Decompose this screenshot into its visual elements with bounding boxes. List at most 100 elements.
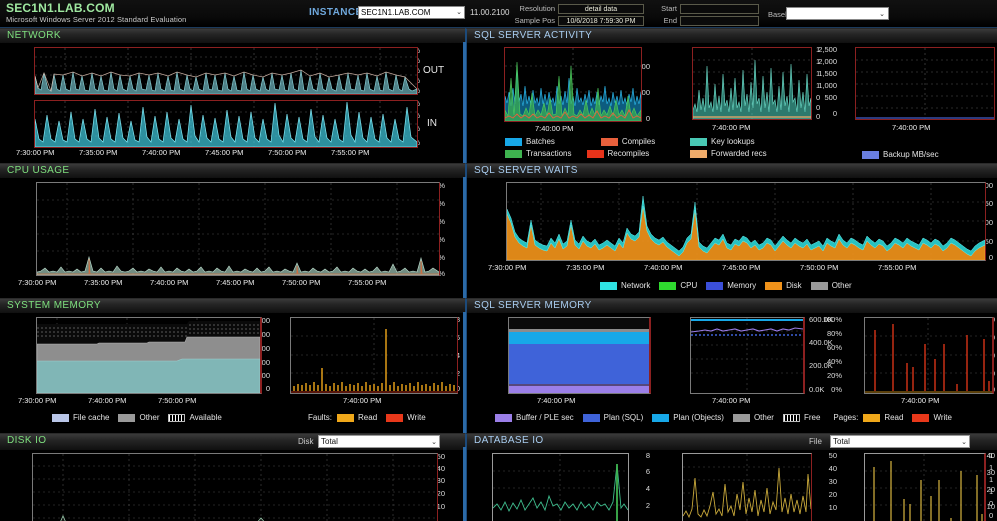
panel-cpu-header: CPU USAGE <box>0 164 465 178</box>
plot-system-memory[interactable] <box>36 317 262 394</box>
panel-sql-activity-body: 200 100 0 7:4 <box>467 43 997 164</box>
range-fields: Start End <box>652 3 759 27</box>
panel-system-memory: SYSTEM MEMORY 2,500 2,000 1,500 1,000 50… <box>0 298 465 434</box>
chart-network-out[interactable]: 0% 0% 0% 0% 0% <box>0 47 444 95</box>
plot-sql-memory-stack[interactable] <box>508 317 651 394</box>
legend-item: Write <box>386 413 426 422</box>
chevron-down-icon: ⌄ <box>431 438 437 446</box>
chart-sql-batches[interactable]: 200 100 0 7:4 <box>475 47 650 133</box>
chart-sql-memory-stack[interactable]: 1,000 800 600 400 200 0 <box>475 316 651 409</box>
plot-disk-io[interactable] <box>32 453 438 521</box>
file-dd-label: File <box>809 437 822 446</box>
legend-swatch-transactions <box>505 149 522 158</box>
panel-system-memory-body: 2,500 2,000 1,500 1,000 500 0 <box>0 313 465 434</box>
plot-database-io-2[interactable] <box>682 453 812 521</box>
app-header: SEC1N1.LAB.COM Microsoft Windows Server … <box>0 0 997 28</box>
baseline-select[interactable]: ⌄ <box>786 7 889 20</box>
legend-item: Transactions <box>505 149 572 158</box>
legend-item: Plan (Objects) <box>652 413 724 422</box>
legend-swatch-file-cache <box>52 413 69 422</box>
legend-item: Memory <box>706 281 756 290</box>
plot-sql-memory-ple[interactable] <box>690 317 805 394</box>
legend-swatch-write <box>912 413 930 422</box>
plot-sql-batches[interactable] <box>504 47 642 122</box>
chart-sql-waits[interactable]: 200 150 100 50 0 <box>488 181 993 272</box>
plot-sql-keylookups[interactable] <box>692 47 812 120</box>
instance-select[interactable]: SEC1N1.LAB.COM ⌄ <box>358 6 465 19</box>
disk-select[interactable]: Total ⌄ <box>318 435 440 448</box>
plot-database-io-1[interactable] <box>492 453 629 521</box>
panel-database-io-header: DATABASE IO File Total ⌄ <box>467 434 997 450</box>
legend-item: Network <box>600 281 650 290</box>
chart-database-io-3[interactable]: 40 30 20 10 <box>845 452 995 521</box>
legend-sql-activity-mid: Key lookups Forwarded recs <box>690 137 776 158</box>
resolution-label: Resolution <box>519 4 555 13</box>
chart-database-io-1[interactable]: 8 6 4 2 <box>475 452 650 521</box>
chart-disk-io[interactable]: 50 40 30 20 10 <box>0 453 445 521</box>
samplepos-value: 10/6/2018 7:59:30 PM <box>558 15 644 26</box>
divider-accent-3 <box>463 312 466 433</box>
legend-item: File cache <box>52 413 109 422</box>
chart-sql-memory-ple[interactable]: 100% 80% 60% 40% 20% 0% <box>657 316 842 409</box>
panel-system-memory-title: SYSTEM MEMORY <box>7 300 101 311</box>
panel-sql-memory-body: 1,000 800 600 400 200 0 <box>467 313 997 434</box>
plot-sql-waits[interactable] <box>506 182 986 261</box>
plot-network-in[interactable] <box>34 100 418 148</box>
panel-cpu-body: 100% 80% 60% 40% 20% 0% <box>0 178 465 299</box>
legend-swatch-key-lookups <box>690 137 707 146</box>
start-input[interactable] <box>680 3 759 14</box>
chart-memory-faults[interactable]: 8 6 4 2 0 <box>275 316 460 409</box>
chart-cpu-usage[interactable]: 100% 80% 60% 40% 20% 0% <box>0 182 445 287</box>
legend-swatch-available <box>168 413 186 422</box>
chart-database-io-2[interactable]: 50 40 30 20 10 <box>657 452 837 521</box>
page-subtitle: Microsoft Windows Server 2012 Standard E… <box>6 15 187 24</box>
plot-memory-faults[interactable] <box>290 317 458 394</box>
faults-caption: Faults: <box>308 413 333 422</box>
panel-network-title: NETWORK <box>7 30 61 41</box>
legend-swatch-other <box>810 281 828 290</box>
chart-sql-memory-pages[interactable]: 40 30 20 10 0 <box>845 316 995 409</box>
panel-database-io: DATABASE IO File Total ⌄ 8 6 4 2 <box>465 433 997 521</box>
chart-sql-keylookups[interactable]: 2,500 2,000 1,500 1,000 500 0 <box>657 46 837 133</box>
legend-item: Recompiles <box>586 149 649 158</box>
panel-sql-waits: SQL SERVER WAITS 200 150 100 50 0 <box>465 163 997 299</box>
legend-swatch-write <box>386 413 404 422</box>
file-select[interactable]: Total ⌄ <box>830 435 970 448</box>
legend-item: CPU <box>659 281 697 290</box>
chart-sql-backup[interactable]: 1.2 1.0 0.8 0.6 0.4 0.2 0.0 <box>830 46 995 133</box>
legend-item: Read <box>863 413 903 422</box>
legend-item: Backup MB/sec <box>862 150 939 159</box>
chevron-down-icon: ⌄ <box>456 9 462 16</box>
legend-sql-memory: Buffer / PLE sec Plan (SQL) Plan (Object… <box>495 413 961 422</box>
panel-sql-activity-header: SQL SERVER ACTIVITY <box>467 29 997 43</box>
legend-swatch-free <box>782 413 800 422</box>
plot-cpu-usage[interactable] <box>36 182 440 276</box>
legend-swatch-recompiles <box>586 149 604 158</box>
chart-network-in[interactable]: 0% 0% 0% 0% <box>0 100 437 148</box>
plot-database-io-3[interactable] <box>864 453 986 521</box>
plot-sql-backup[interactable] <box>855 47 995 120</box>
legend-swatch-network <box>600 281 617 290</box>
panel-sql-memory-title: SQL SERVER MEMORY <box>474 300 592 311</box>
legend-item: Disk <box>765 281 802 290</box>
instance-label: INSTANCE <box>309 7 363 18</box>
plot-network-out[interactable] <box>34 47 418 95</box>
disk-dd-label: Disk <box>298 437 314 446</box>
pages-caption: Pages: <box>833 413 859 422</box>
legend-swatch-read <box>863 413 881 422</box>
start-label: Start <box>661 4 677 13</box>
plot-sql-memory-pages[interactable] <box>864 317 994 394</box>
panel-disk-io-title: DISK IO <box>7 435 47 446</box>
end-input[interactable] <box>680 15 759 26</box>
panel-network-body: 0% 0% 0% 0% 0% <box>0 43 465 164</box>
chevron-down-icon: ⌄ <box>879 10 885 18</box>
baseline-label: Baseline <box>768 10 797 19</box>
legend-item: Buffer / PLE sec <box>495 413 574 422</box>
legend-item: Key lookups <box>690 137 755 146</box>
end-label: End <box>663 16 677 25</box>
panel-sql-activity-title: SQL SERVER ACTIVITY <box>474 30 593 41</box>
chart-system-memory[interactable]: 2,500 2,000 1,500 1,000 500 0 <box>0 317 270 409</box>
resolution-value: detail data <box>558 3 644 14</box>
legend-swatch-memory <box>706 281 724 290</box>
